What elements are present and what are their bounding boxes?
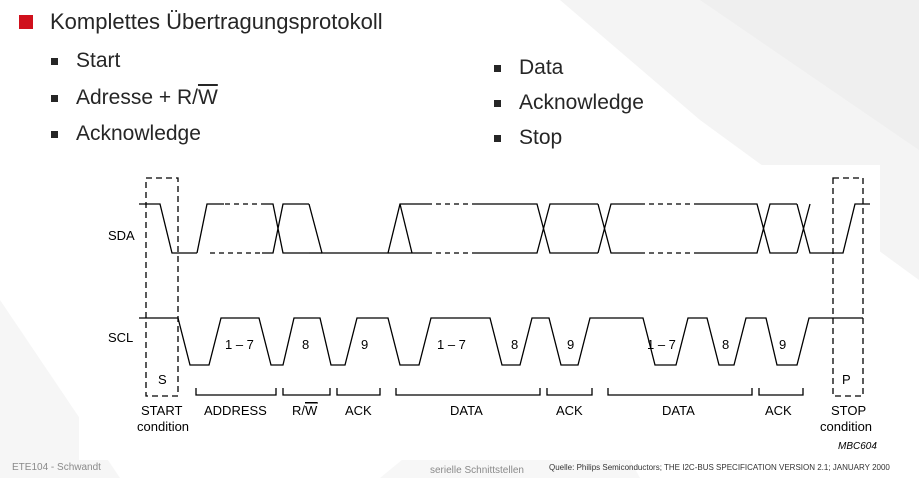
list-item: Adresse + R/W [51,86,218,110]
list-item-label: Stop [519,126,563,149]
group-brackets [195,388,804,396]
bullet-icon [494,65,501,72]
ack-label: ACK [765,403,792,418]
pulse-label: 9 [567,337,574,352]
timing-diagram-svg: SDA SCL S P 1 – 7 8 9 1 – 7 8 9 1 – 7 8 … [108,177,877,452]
pulse-label: 1 – 7 [437,337,466,352]
list-item-label: Acknowledge [519,91,644,114]
bullet-icon [51,58,58,65]
page-heading: Komplettes Übertragungsprotokoll [50,9,383,34]
stop-p-label: P [842,372,851,387]
pulse-label: 8 [302,337,309,352]
pulse-label: 1 – 7 [225,337,254,352]
stop-condition-line2: condition [820,419,872,434]
start-condition-line2: condition [137,419,189,434]
ack-label: ACK [345,403,372,418]
footer-author: ETE104 - Schwandt [12,462,101,473]
list-item-overline: W [197,86,218,109]
figure-code: MBC604 [838,441,877,452]
sda-label: SDA [108,228,135,243]
stop-condition-box [832,177,864,397]
list-item-label: Start [76,49,121,72]
list-item-label: Data [519,56,564,79]
bullet-icon [494,135,501,142]
rw-label-pre: R/ [292,403,305,418]
address-label: ADDRESS [204,403,267,418]
list-item: Start [51,49,121,73]
pulse-label: 1 – 7 [647,337,676,352]
sda-waveform [139,203,870,254]
stop-condition-label: STOP condition [820,403,872,434]
pulse-label: 9 [779,337,786,352]
list-item-label: Acknowledge [76,122,201,145]
list-item: Acknowledge [494,91,644,115]
list-item: Acknowledge [51,122,201,146]
rw-label-over: W [305,403,318,418]
data-label: DATA [662,403,695,418]
stop-condition-line1: STOP [831,403,866,418]
footer-title: serielle Schnittstellen [430,465,524,476]
i2c-timing-diagram: SDA SCL S P 1 – 7 8 9 1 – 7 8 9 1 – 7 8 … [79,165,880,460]
scl-waveform [139,317,863,366]
pulse-label: 9 [361,337,368,352]
bullet-icon [51,131,58,138]
rw-label: R/W [292,403,318,418]
bullet-icon [51,95,58,102]
list-item-label: Adresse + R/ [76,86,198,109]
pulse-label: 8 [722,337,729,352]
data-label: DATA [450,403,483,418]
main-bullet-icon [19,15,33,29]
ack-label: ACK [556,403,583,418]
bullet-icon [494,100,501,107]
pulse-label: 8 [511,337,518,352]
list-item: Data [494,56,564,80]
start-condition-box [145,177,179,397]
scl-label: SCL [108,330,133,345]
source-citation: Quelle: Philips Semiconductors; THE I2C-… [549,463,890,472]
start-s-label: S [158,372,167,387]
list-item: Stop [494,126,563,150]
start-condition-line1: START [141,403,182,418]
start-condition-label: START condition [137,403,189,434]
